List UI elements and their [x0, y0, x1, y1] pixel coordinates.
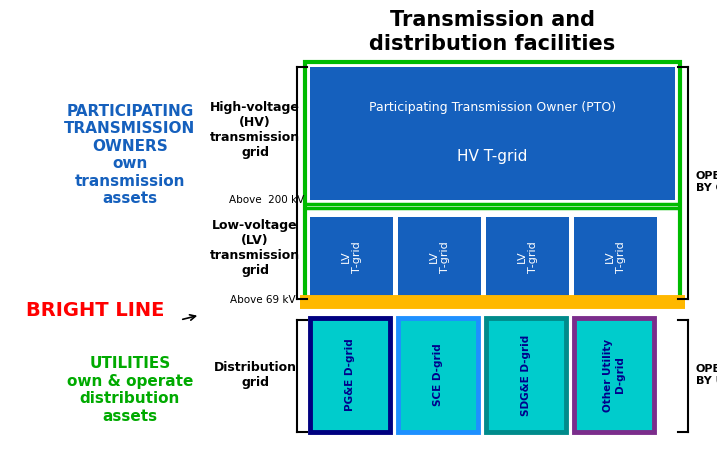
Text: SDG&E D-grid: SDG&E D-grid	[521, 335, 531, 416]
Text: HV T-grid: HV T-grid	[457, 150, 528, 164]
Bar	[310, 318, 390, 432]
Text: BRIGHT LINE: BRIGHT LINE	[26, 300, 164, 320]
Text: Low-voltage
(LV)
transmission
grid: Low-voltage (LV) transmission grid	[210, 219, 300, 277]
Bar	[574, 318, 654, 432]
Text: OPERATED
BY UTILITIES: OPERATED BY UTILITIES	[696, 364, 717, 386]
Bar	[574, 217, 657, 297]
Bar	[310, 217, 393, 297]
Text: Above 69 kV: Above 69 kV	[230, 295, 296, 305]
Text: Transmission and
distribution facilities: Transmission and distribution facilities	[369, 10, 616, 53]
Bar	[305, 62, 680, 302]
Bar	[486, 318, 566, 432]
Text: Distribution
grid: Distribution grid	[214, 361, 297, 389]
Text: OPERATED
BY CAISO: OPERATED BY CAISO	[696, 171, 717, 193]
Text: PG&E D-grid: PG&E D-grid	[345, 339, 355, 411]
Text: Participating Transmission Owner (PTO): Participating Transmission Owner (PTO)	[369, 101, 616, 114]
Text: LV
T-grid: LV T-grid	[429, 241, 450, 273]
Bar	[310, 67, 675, 200]
Text: PARTICIPATING
TRANSMISSION
OWNERS
own
transmission
assets: PARTICIPATING TRANSMISSION OWNERS own tr…	[65, 104, 196, 206]
Text: LV
T-grid: LV T-grid	[604, 241, 627, 273]
Text: High-voltage
(HV)
transmission
grid: High-voltage (HV) transmission grid	[210, 101, 300, 159]
Text: LV
T-grid: LV T-grid	[517, 241, 538, 273]
Bar	[486, 217, 569, 297]
Text: LV
T-grid: LV T-grid	[341, 241, 362, 273]
Bar	[398, 217, 481, 297]
Text: Other Utility
D-grid: Other Utility D-grid	[603, 339, 625, 412]
Text: SCE D-grid: SCE D-grid	[433, 343, 443, 406]
Bar	[398, 318, 478, 432]
Text: Above  200 kV: Above 200 kV	[229, 195, 305, 205]
Text: UTILITIES
own & operate
distribution
assets: UTILITIES own & operate distribution ass…	[67, 357, 193, 423]
